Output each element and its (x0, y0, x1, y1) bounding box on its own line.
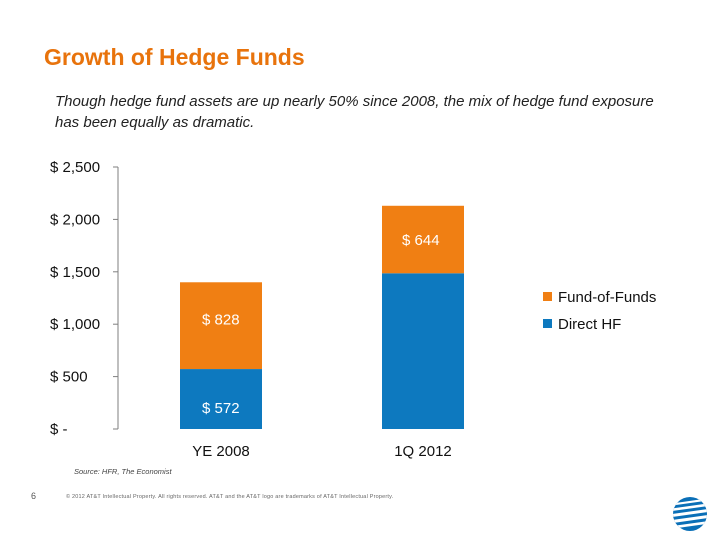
x-category-label: 1Q 2012 (394, 443, 452, 460)
stacked-bar-chart: $ - $ 500 $ 1,000 $ 1,500 $ 2,000 $ 2,500 YE 2… (50, 159, 656, 460)
y-tick-label: $ 500 (50, 369, 88, 386)
legend-label: Fund-of-Funds (558, 289, 656, 306)
att-globe-logo-icon (673, 497, 707, 531)
bar-fund-of-funds (180, 282, 262, 370)
legend-swatch (543, 292, 552, 301)
y-tick-label: $ - (50, 421, 68, 438)
legend-label: Direct HF (558, 316, 621, 333)
y-tick-label: $ 2,500 (50, 159, 100, 176)
y-tick-label: $ 1,500 (50, 264, 100, 281)
copyright-notice: © 2012 AT&T Intellectual Property. All r… (66, 494, 394, 500)
slide-subtitle: Though hedge fund assets are up nearly 5… (55, 93, 654, 131)
legend-swatch (543, 319, 552, 328)
data-label: $ 572 (202, 400, 240, 417)
data-label: $ 828 (202, 311, 240, 328)
x-category-label: YE 2008 (192, 443, 250, 460)
y-tick-label: $ 2,000 (50, 211, 100, 228)
source-note: Source: HFR, The Economist (74, 467, 172, 476)
y-tick-label: $ 1,000 (50, 316, 100, 333)
slide-title: Growth of Hedge Funds (44, 44, 305, 70)
bar-fund-of-funds (382, 205, 464, 274)
page-number: 6 (31, 491, 37, 501)
data-label: $ 644 (402, 232, 440, 249)
bar-direct-hf (382, 273, 464, 429)
bar-direct-hf (180, 369, 262, 429)
